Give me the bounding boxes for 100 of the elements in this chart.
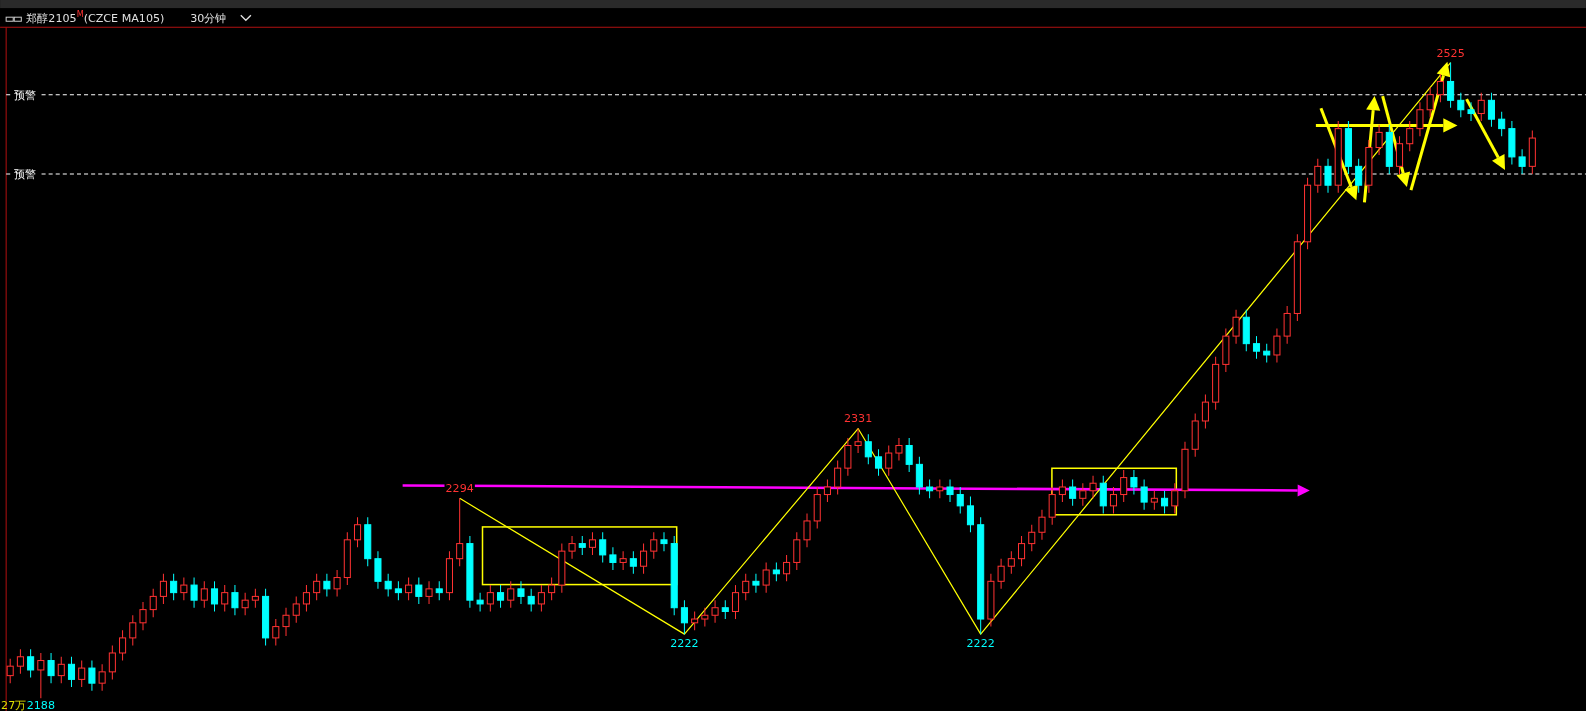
candlestick	[119, 629, 127, 662]
candlestick	[823, 478, 831, 503]
candlestick	[1426, 86, 1434, 118]
candlestick	[1058, 478, 1066, 503]
candlestick	[537, 584, 545, 612]
candlestick	[1099, 475, 1107, 514]
candlestick	[762, 561, 770, 594]
annotation: 2222	[966, 637, 995, 651]
candlestick	[57, 656, 65, 684]
candlestick	[282, 607, 290, 637]
candlestick	[844, 437, 852, 477]
candlestick	[272, 618, 280, 646]
candlestick	[568, 535, 576, 560]
candlestick	[1487, 92, 1495, 128]
candlestick	[1140, 478, 1148, 511]
candlestick	[405, 577, 413, 601]
candlestick	[1355, 158, 1363, 194]
ref-line-label: 预警	[14, 167, 37, 181]
candlestick	[650, 531, 658, 560]
candlestick	[497, 584, 505, 609]
candlestick	[946, 478, 954, 503]
candlestick	[997, 558, 1005, 590]
candlestick	[1079, 482, 1087, 507]
candlestick	[139, 601, 147, 631]
candlestick	[108, 644, 116, 680]
candlestick	[1038, 509, 1046, 541]
candlestick	[292, 595, 300, 624]
candlestick	[180, 577, 188, 601]
annotation: 2525	[1436, 46, 1465, 60]
candlestick	[1406, 120, 1414, 152]
candlestick	[6, 658, 14, 684]
candlestick	[425, 580, 433, 605]
candlestick	[629, 550, 637, 575]
candlestick	[221, 584, 229, 612]
candlestick	[517, 580, 525, 605]
candlestick	[1130, 469, 1138, 496]
candlestick	[1007, 550, 1015, 575]
chart-title: 郑醇2105$^{M}$(CZCE MA105)	[26, 9, 165, 26]
candlestick	[793, 531, 801, 571]
candlestick	[721, 599, 729, 620]
annotation: 2222	[670, 637, 699, 651]
candlestick	[129, 614, 137, 646]
candlestick	[905, 437, 913, 473]
candlestick	[1283, 305, 1291, 345]
ref-line-label: 预警	[14, 88, 37, 102]
candlestick	[1018, 535, 1026, 567]
candlestick	[915, 456, 923, 496]
candlestick	[1324, 158, 1332, 194]
candlestick	[78, 660, 86, 688]
candlestick	[701, 607, 709, 628]
candlestick	[691, 610, 699, 631]
candlestick	[384, 573, 392, 597]
candlestick	[864, 433, 872, 465]
candlestick	[241, 592, 249, 616]
candlestick	[1395, 135, 1404, 175]
candlestick	[1089, 475, 1097, 499]
candlestick	[803, 512, 811, 548]
candlestick	[599, 531, 607, 563]
candlestick	[98, 663, 106, 692]
candlestick	[619, 550, 627, 571]
candlestick	[200, 580, 208, 609]
candlestick	[1109, 486, 1118, 514]
candlestick	[527, 588, 535, 612]
candlestick	[1171, 482, 1179, 514]
candlestick	[67, 656, 76, 688]
candlestick	[394, 580, 402, 601]
candlestick	[711, 599, 719, 624]
annotation: 2331	[843, 412, 873, 426]
candlestick	[251, 588, 259, 609]
candlestick	[640, 543, 648, 575]
candlestick	[1498, 111, 1506, 137]
candlestick	[170, 573, 178, 601]
candlestick	[783, 554, 791, 582]
candlestick	[680, 599, 688, 635]
candlestick	[1048, 486, 1056, 526]
candlestick	[1028, 524, 1036, 552]
candlestick	[1375, 124, 1383, 156]
candlestick	[302, 584, 310, 612]
candlestick	[926, 478, 934, 499]
candlestick	[1263, 343, 1271, 364]
candlestick	[1314, 158, 1322, 194]
candlestick	[588, 531, 597, 556]
annotation: 2188	[26, 698, 55, 711]
candlestick	[476, 592, 484, 612]
annotation: 2294	[445, 482, 474, 496]
candlestick	[37, 652, 45, 699]
candlestick	[1150, 490, 1158, 511]
candlestick	[27, 648, 35, 679]
candlestick	[895, 437, 903, 462]
candlestick	[415, 577, 423, 605]
candlestick	[1518, 148, 1526, 175]
candlestick	[1467, 101, 1475, 122]
chart-subtitle: 30分钟	[190, 12, 227, 26]
candlestick	[190, 577, 198, 609]
candlestick	[731, 584, 740, 620]
candlestick	[210, 580, 219, 612]
candlestick	[374, 550, 382, 590]
candlestick	[609, 546, 617, 571]
candlestick	[47, 652, 55, 684]
candlestick	[772, 561, 780, 582]
